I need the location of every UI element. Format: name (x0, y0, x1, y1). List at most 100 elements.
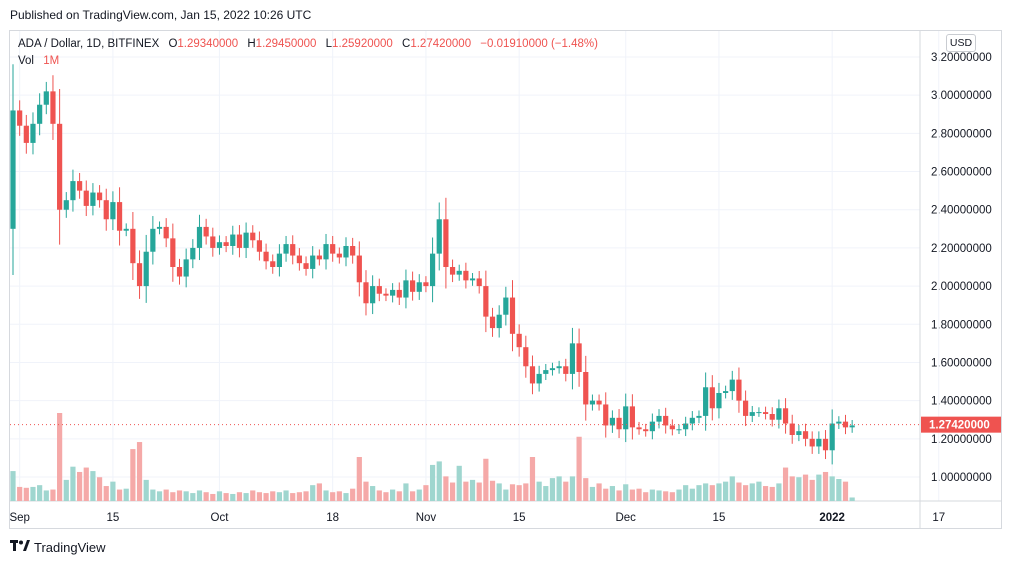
volume-bar (749, 483, 755, 501)
candle-body (123, 228, 129, 231)
volume-bar (802, 474, 809, 501)
volume-bar (509, 484, 516, 501)
volume-bar (57, 413, 63, 501)
candle-body (356, 255, 362, 283)
volume-bar (50, 489, 56, 501)
volume-bar (376, 490, 382, 501)
candle-body (250, 232, 256, 241)
candle-body (77, 181, 83, 191)
chart-frame[interactable]: 3.20000000 3.00000000 2.80000000 2.60000000… (9, 30, 1002, 529)
candle-body (822, 438, 829, 451)
volume-bar (17, 486, 23, 501)
candle-body (469, 278, 476, 281)
volume-bar (503, 489, 509, 501)
legend-high-value: 1.29450000 (255, 38, 317, 50)
candle-body (596, 400, 602, 405)
candle-body (696, 415, 702, 418)
volume-bar (323, 490, 329, 501)
volume-bar (529, 457, 536, 501)
candle-body (230, 234, 236, 246)
volume-bar (236, 492, 243, 501)
candle-body (836, 421, 842, 424)
volume-bar (583, 478, 589, 501)
volume-bar (443, 476, 449, 501)
volume-bar (216, 491, 223, 501)
volume-bar (449, 482, 456, 501)
candle-body (749, 412, 755, 416)
candle-body (536, 373, 542, 384)
candle-body (663, 415, 669, 426)
volume-bar (663, 491, 669, 501)
candle-body (816, 438, 822, 447)
y-tick-label: 1.40000000 (931, 396, 992, 408)
candle-body (63, 200, 69, 210)
candle-body (436, 219, 442, 254)
candle-body (649, 421, 655, 432)
volume-bar (569, 476, 576, 501)
volume-bar (243, 493, 249, 501)
x-tick-label: 15 (513, 512, 526, 524)
volume-bar (656, 490, 662, 501)
candle-body (776, 408, 782, 420)
y-tick-label: 3.20000000 (931, 52, 992, 64)
candle-body (203, 226, 209, 237)
candle-body (136, 263, 143, 287)
volume-bar (436, 461, 442, 501)
candle-body (796, 431, 802, 435)
volume-bar (203, 492, 209, 501)
currency-button[interactable]: USD (946, 34, 976, 52)
volume-bar (270, 491, 276, 501)
candle-body (290, 244, 296, 256)
candle-body (10, 110, 16, 229)
x-tick-label: Oct (211, 512, 230, 524)
volume-bar (416, 489, 422, 501)
candle-body (429, 253, 436, 287)
volume-bar (716, 483, 722, 501)
volume-bar (842, 481, 849, 501)
volume-bar (150, 489, 156, 501)
candle-body (130, 228, 136, 264)
volume-bar (296, 492, 302, 501)
candle-body (503, 297, 509, 315)
candle-body (576, 343, 582, 372)
candle-body (443, 219, 449, 267)
candle-body (689, 417, 695, 424)
candle-body (609, 417, 615, 426)
candle-body (789, 423, 795, 435)
last-price-tag (921, 416, 1001, 433)
candle-body (370, 286, 376, 304)
candle-body (463, 270, 469, 281)
candle-body (563, 366, 569, 374)
y-tick-label: 2.80000000 (931, 128, 992, 140)
volume-bar (303, 491, 309, 501)
candle-body (103, 200, 109, 220)
volume-bar (63, 479, 69, 501)
candle-body (802, 431, 809, 439)
candle-body (90, 192, 96, 206)
candle-body (729, 379, 735, 392)
candle-body (83, 190, 89, 206)
volume-bar (23, 487, 29, 501)
volume-bar (96, 477, 103, 501)
tradingview-logo-icon[interactable] (10, 540, 30, 555)
candle-body (756, 412, 762, 414)
candle-body (57, 123, 63, 210)
candle-body (636, 427, 642, 430)
volume-bar (456, 465, 462, 501)
y-tick-label: 2.00000000 (931, 281, 992, 293)
volume-bar (230, 493, 236, 501)
candle-body (150, 228, 156, 252)
y-tick-label: 2.20000000 (931, 243, 992, 255)
candle-body (623, 406, 629, 430)
legend-volume-label: Vol (18, 55, 34, 67)
candlestick-chart[interactable]: 3.20000000 3.00000000 2.80000000 2.60000000… (10, 31, 1001, 528)
footer-brand[interactable]: TradingView (34, 540, 106, 555)
volume-bar (390, 489, 396, 501)
volume-bar (196, 490, 203, 501)
legend-close-value: 1.27420000 (410, 38, 472, 50)
candle-body (449, 267, 456, 275)
candle-body (556, 366, 562, 369)
x-tick-label: 17 (932, 512, 945, 524)
legend-change: −0.01910000 (−1.48%) (480, 38, 598, 50)
volume-bar (83, 467, 89, 501)
